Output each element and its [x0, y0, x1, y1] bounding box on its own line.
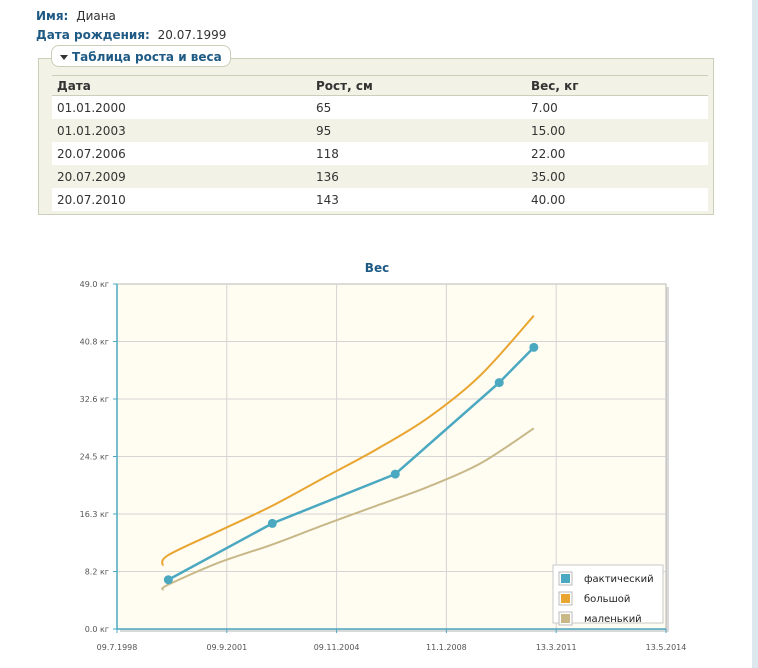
cell-weight: 7.00 [526, 95, 708, 119]
name-label: Имя: [36, 9, 69, 23]
x-tick-label: 09.9.2001 [206, 643, 247, 652]
column-header-date[interactable]: Дата [52, 75, 311, 96]
birthdate-label: Дата рождения: [36, 28, 150, 42]
y-tick-label: 40.8 кг [80, 338, 109, 347]
cell-date: 01.01.2000 [52, 95, 311, 119]
growth-table-toggle-label: Таблица роста и веса [72, 50, 222, 64]
table-row[interactable]: 20.07.2006 118 22.00 [52, 142, 708, 165]
cell-date: 20.07.2009 [52, 165, 311, 188]
column-header-height[interactable]: Рост, см [311, 75, 526, 96]
caret-down-icon [60, 55, 68, 60]
y-tick-label: 8.2 кг [85, 568, 109, 577]
name-row: Имя: Диана [36, 9, 116, 23]
x-tick-label: 09.11.2004 [314, 643, 360, 652]
growth-table-toggle[interactable]: Таблица роста и веса [51, 45, 231, 67]
cell-date: 01.01.2003 [52, 119, 311, 142]
cell-weight: 22.00 [526, 142, 708, 165]
data-point[interactable] [494, 378, 504, 388]
table-row[interactable]: 20.07.2010 143 40.00 [52, 188, 708, 211]
legend-swatch-actual [561, 574, 570, 583]
cell-date: 20.07.2006 [52, 142, 311, 165]
cell-height: 118 [311, 142, 526, 165]
y-tick-label: 24.5 кг [80, 453, 109, 462]
y-tick-label: 0.0 кг [85, 625, 109, 634]
page-edge [752, 0, 758, 668]
data-point[interactable] [390, 469, 400, 479]
cell-height: 65 [311, 95, 526, 119]
series-line-small [161, 427, 535, 591]
column-header-weight[interactable]: Вес, кг [526, 75, 708, 96]
table-row[interactable]: 01.01.2003 95 15.00 [52, 119, 708, 142]
legend-label-large[interactable]: большой [584, 594, 630, 605]
cell-height: 143 [311, 188, 526, 211]
cell-weight: 15.00 [526, 119, 708, 142]
x-tick-label: 11.1.2008 [426, 643, 467, 652]
birthdate-row: Дата рождения: 20.07.1999 [36, 28, 226, 42]
data-point[interactable] [529, 342, 539, 352]
table-row[interactable]: 01.01.2000 65 7.00 [52, 95, 708, 119]
y-tick-label: 49.0 кг [80, 280, 109, 289]
x-tick-label: 13.5.2014 [646, 643, 687, 652]
birthdate-value: 20.07.1999 [157, 28, 227, 42]
weight-chart: Вес 0.0 кг 8.2 кг 16.3 кг 24.5 кг 32.6 кг 40.… [80, 261, 687, 652]
series-line-large [161, 315, 535, 567]
cell-height: 95 [311, 119, 526, 142]
data-point[interactable] [163, 575, 173, 585]
x-tick-label: 13.3.2011 [536, 643, 577, 652]
legend-label-small[interactable]: маленький [584, 614, 642, 625]
chart-title: Вес [365, 261, 389, 275]
growth-table: Дата Рост, см Вес, кг 01.01.2000 65 7.00… [52, 75, 708, 211]
table-header-row: Дата Рост, см Вес, кг [52, 75, 708, 96]
cell-date: 20.07.2010 [52, 188, 311, 211]
table-row[interactable]: 20.07.2009 136 35.00 [52, 165, 708, 188]
cell-weight: 40.00 [526, 188, 708, 211]
y-tick-label: 32.6 кг [80, 395, 109, 404]
legend-swatch-large [561, 594, 570, 603]
cell-height: 136 [311, 165, 526, 188]
name-value: Диана [76, 9, 116, 23]
data-point[interactable] [267, 518, 277, 528]
y-tick-label: 16.3 кг [80, 510, 109, 519]
x-tick-label: 09.7.1998 [97, 643, 138, 652]
cell-weight: 35.00 [526, 165, 708, 188]
legend-label-actual[interactable]: фактический [584, 574, 654, 585]
legend-swatch-small [561, 614, 570, 623]
